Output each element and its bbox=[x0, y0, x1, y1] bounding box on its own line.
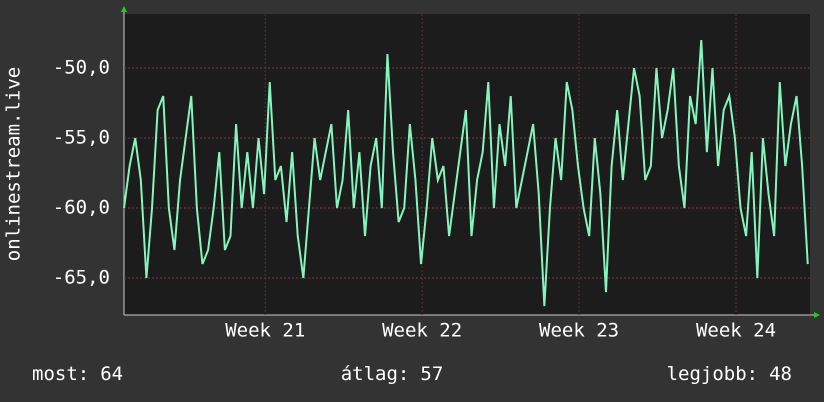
y-tick-label: -65,0 bbox=[53, 267, 110, 289]
y-tick-label: -50,0 bbox=[53, 57, 110, 79]
stat-label: legjobb: bbox=[667, 363, 759, 385]
x-arrow bbox=[814, 312, 820, 318]
x-tick-label: Week 24 bbox=[696, 320, 776, 342]
stat-label: most: bbox=[32, 363, 89, 385]
stat-value: 57 bbox=[420, 363, 443, 385]
labels: -50,0 -55,0 -60,0 -65,0 Week 21 Week 22 Week 2… bbox=[32, 57, 792, 385]
x-tick-label: Week 22 bbox=[382, 320, 462, 342]
stat: most: 64 bbox=[32, 363, 123, 385]
stat-value: 64 bbox=[100, 363, 123, 385]
y-tick-label: -55,0 bbox=[53, 127, 110, 149]
stat-value: 48 bbox=[769, 363, 792, 385]
stat: átlag: 57 bbox=[341, 363, 444, 385]
stat: legjobb: 48 bbox=[667, 363, 792, 385]
series-line bbox=[123, 39, 809, 307]
stat-label: átlag: bbox=[341, 363, 410, 385]
x-tick-label: Week 23 bbox=[539, 320, 619, 342]
marks bbox=[123, 39, 809, 307]
y-tick-label: -60,0 bbox=[53, 197, 110, 219]
y-axis-label: onlinestream.live bbox=[3, 67, 25, 261]
plot-area bbox=[124, 14, 810, 315]
x-tick-label: Week 21 bbox=[225, 320, 305, 342]
y-arrow bbox=[121, 6, 127, 12]
